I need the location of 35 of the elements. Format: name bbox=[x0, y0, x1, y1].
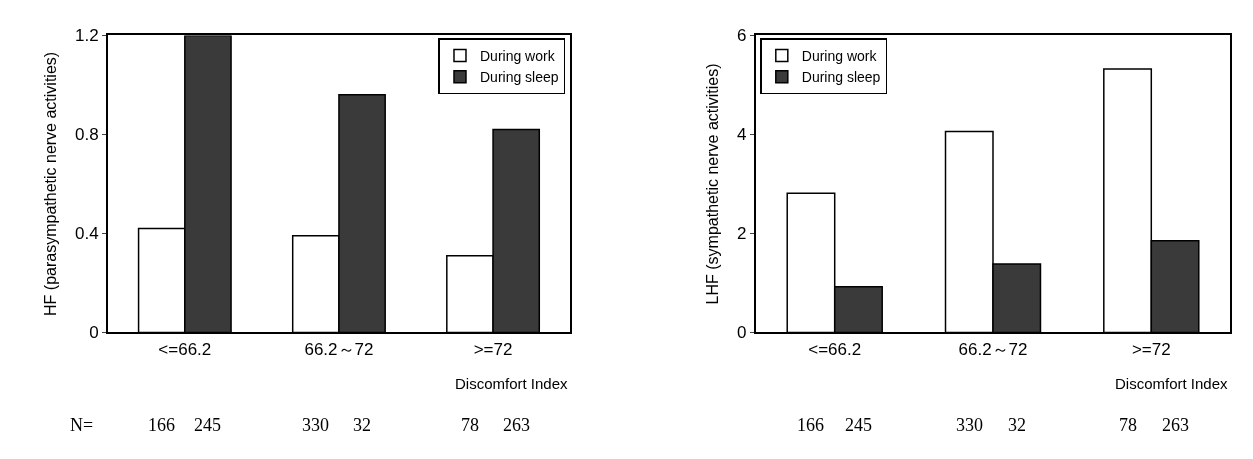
x-tick-label: >=72 bbox=[1131, 339, 1171, 359]
y-tick-label: 0 bbox=[736, 323, 747, 343]
text: 263 bbox=[1162, 415, 1189, 435]
text: 330 bbox=[302, 415, 329, 435]
x-tick-label: >=72 bbox=[473, 339, 513, 359]
text: 32 bbox=[353, 415, 371, 435]
x-tick-label: <=66.2 bbox=[158, 339, 212, 359]
x-axis-title: Discomfort Index bbox=[1115, 375, 1229, 392]
text: 245 bbox=[845, 415, 872, 435]
text: 78 bbox=[461, 415, 479, 435]
x-tick-label: 66.2～72 bbox=[958, 339, 1028, 359]
text: N= bbox=[70, 415, 94, 435]
legend-label: During sleep bbox=[479, 69, 559, 86]
y-tick-label: 6 bbox=[736, 26, 747, 46]
y-tick-label: 2 bbox=[736, 224, 747, 244]
y-tick-label: 0 bbox=[89, 323, 99, 343]
legend-label: During work bbox=[801, 47, 878, 64]
text: 78 bbox=[1119, 415, 1137, 435]
text: 330 bbox=[956, 415, 983, 435]
x-tick-label: <=66.2 bbox=[808, 339, 862, 359]
y-axis-title: HF (parasympathetic nerve activities) bbox=[42, 51, 60, 316]
x-tick-label: 66.2～72 bbox=[304, 339, 374, 359]
y-tick-label: 0.4 bbox=[74, 224, 99, 244]
text: 245 bbox=[194, 415, 221, 435]
y-tick-label: 1.2 bbox=[74, 26, 99, 46]
x-axis-title: Discomfort Index bbox=[455, 375, 569, 392]
text: 166 bbox=[797, 415, 824, 435]
y-tick-label: 4 bbox=[736, 125, 747, 145]
text: 166 bbox=[148, 415, 175, 435]
legend-label: During sleep bbox=[801, 69, 881, 86]
y-tick-label: 0.8 bbox=[74, 125, 99, 145]
legend-label: During work bbox=[479, 47, 556, 64]
y-axis-title: LHF (sympathetic nerve activities) bbox=[704, 63, 722, 305]
text: 263 bbox=[503, 415, 530, 435]
text: 32 bbox=[1008, 415, 1026, 435]
